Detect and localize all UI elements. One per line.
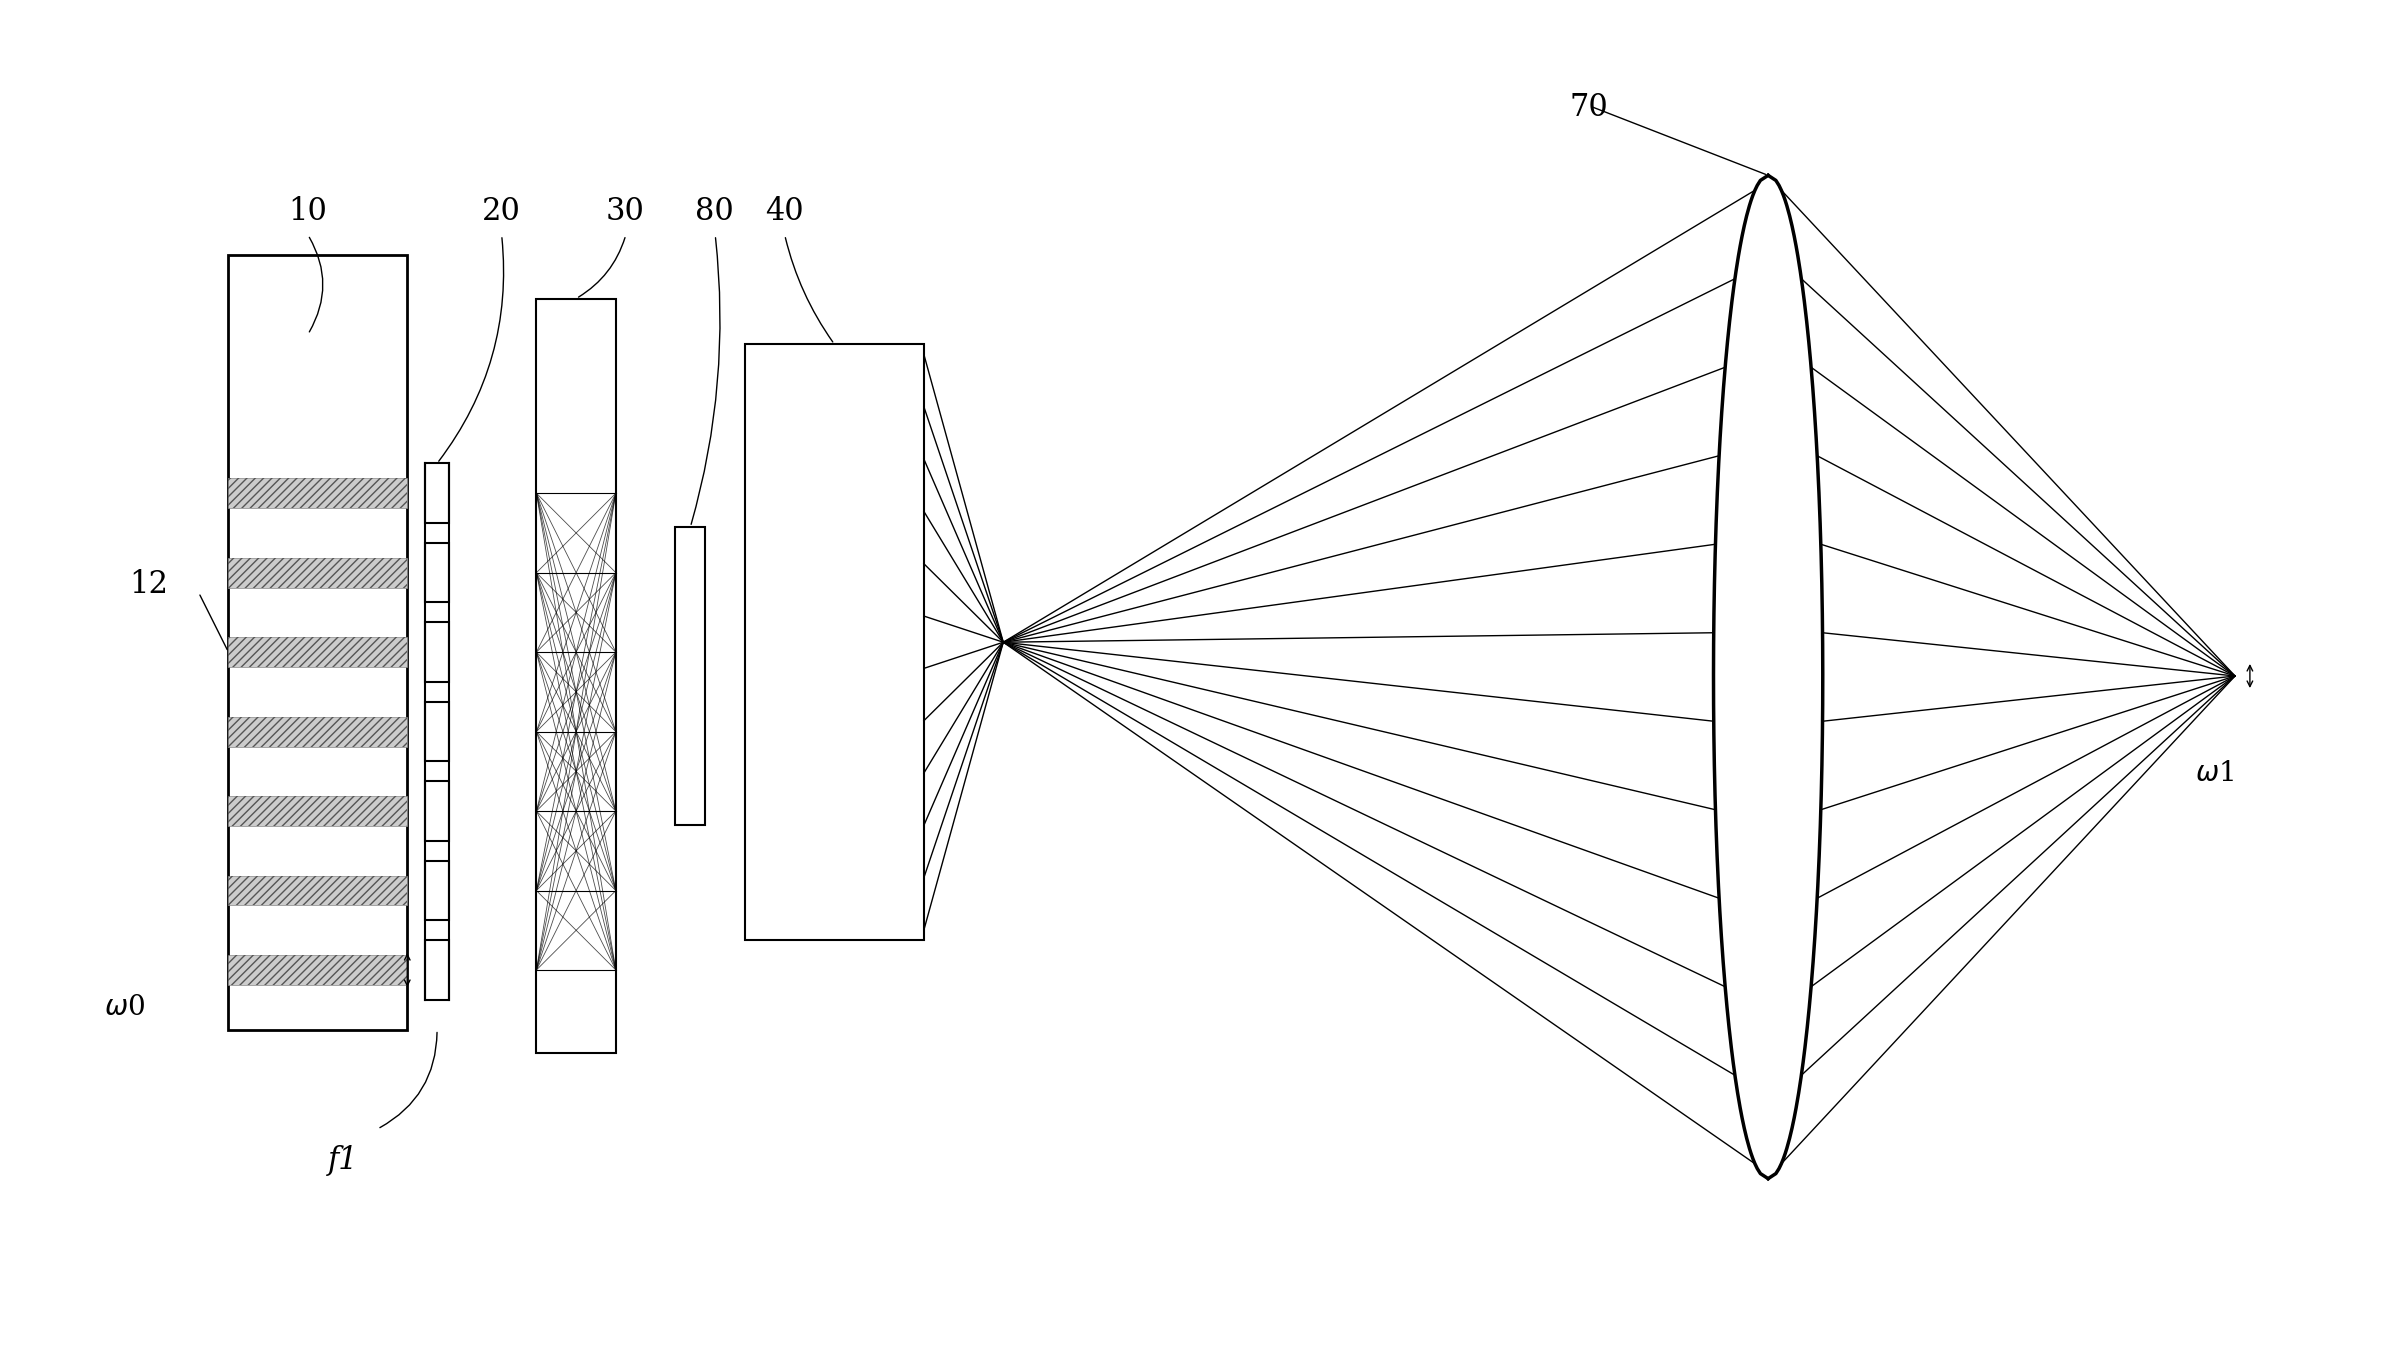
Text: $\omega$1: $\omega$1	[2196, 760, 2234, 787]
Bar	[229, 876, 408, 906]
Bar	[744, 345, 925, 940]
Text: 10: 10	[288, 196, 327, 227]
Bar	[229, 955, 408, 984]
Text: 12: 12	[129, 569, 169, 599]
Bar	[536, 299, 615, 1053]
Bar	[229, 717, 408, 746]
Text: 30: 30	[606, 196, 644, 227]
Text: 80: 80	[696, 196, 734, 227]
Bar	[424, 940, 451, 1000]
Bar	[424, 702, 451, 761]
Bar	[424, 861, 451, 921]
Text: $\omega$0: $\omega$0	[105, 994, 145, 1021]
Text: 40: 40	[765, 196, 803, 227]
Bar	[229, 254, 408, 1030]
Bar	[675, 527, 706, 825]
Bar	[229, 479, 408, 508]
Bar	[424, 781, 451, 841]
Bar	[229, 876, 408, 906]
Bar	[229, 955, 408, 984]
Text: f1: f1	[327, 1145, 358, 1176]
Bar	[229, 796, 408, 826]
Bar	[424, 464, 451, 523]
Text: 70: 70	[1569, 92, 1609, 123]
Bar	[229, 796, 408, 826]
Bar	[229, 637, 408, 667]
Text: 20: 20	[482, 196, 520, 227]
Bar	[229, 558, 408, 588]
Bar	[424, 544, 451, 603]
Bar	[229, 558, 408, 588]
Bar	[229, 637, 408, 667]
Bar	[229, 717, 408, 746]
Bar	[424, 622, 451, 681]
Bar	[229, 479, 408, 508]
